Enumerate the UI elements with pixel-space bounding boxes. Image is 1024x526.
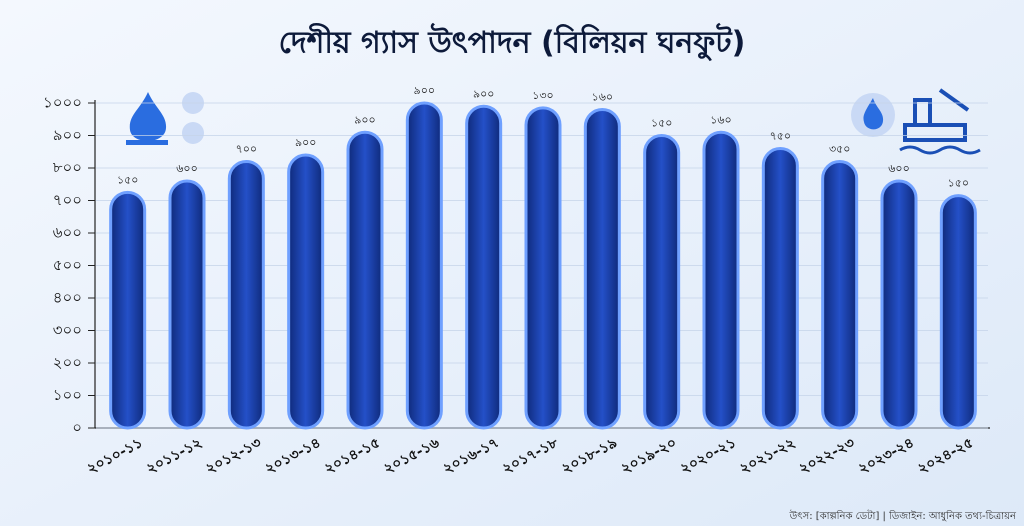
bar-annotation: ১৩০ [532, 89, 553, 102]
bar [227, 160, 265, 430]
bar-annotation: ৭৫০ [770, 130, 791, 143]
y-tick-label: ১০০ [53, 386, 82, 404]
bar [465, 104, 503, 430]
bar-annotation: ১৬০ [592, 91, 613, 104]
y-tick-label: ৩০০ [53, 321, 82, 339]
source-note: উৎস: [কাল্পনিক ডেটা] | ডিজাইন: আধুনিক তথ… [788, 509, 1017, 522]
bar-annotation: ১৬০ [710, 113, 731, 126]
bar [346, 130, 384, 430]
gas-icons [126, 88, 981, 155]
bar-annotation: ৬০০ [888, 162, 909, 175]
y-tick-label: ৬০০ [53, 224, 82, 242]
bar [524, 106, 562, 430]
bar-annotation: ৯০০ [295, 136, 316, 149]
bar [643, 134, 681, 430]
bar [821, 160, 859, 430]
bar-annotation: ৬০০ [176, 162, 197, 175]
bar [761, 147, 799, 430]
bar-annotation: ১৫০ [651, 117, 672, 130]
bar [109, 190, 147, 430]
bar-annotation: ৭০০ [236, 143, 257, 156]
bar [702, 130, 740, 430]
bar [168, 179, 206, 430]
bar-annotation: ৩৫০ [829, 143, 850, 156]
bar-annotation: ৯০০ [414, 84, 435, 97]
bar [405, 101, 443, 430]
y-tick-label: ০ [72, 419, 82, 437]
y-tick-label: ৮০০ [53, 159, 82, 177]
chart-title: দেশীয় গ্যাস উৎপাদন (বিলিয়ন ঘনফুট) [279, 23, 746, 62]
bar-annotation: ৯০০ [354, 113, 375, 126]
bar [939, 194, 977, 430]
bar [583, 108, 621, 430]
bar [880, 179, 918, 430]
y-tick-label: ৪০০ [53, 289, 82, 307]
y-tick-label: ১০০০ [43, 94, 82, 112]
y-tick-label: ৭০০ [53, 191, 82, 209]
bar-annotation: ১৫০ [117, 173, 138, 186]
y-tick-label: ২০০ [53, 354, 82, 372]
bar [287, 153, 325, 430]
bar-annotation: ৯০০ [473, 87, 494, 100]
y-tick-label: ৯০০ [53, 126, 82, 144]
y-tick-label: ৫০০ [53, 256, 82, 274]
bar-annotation: ১৫০ [948, 177, 969, 190]
